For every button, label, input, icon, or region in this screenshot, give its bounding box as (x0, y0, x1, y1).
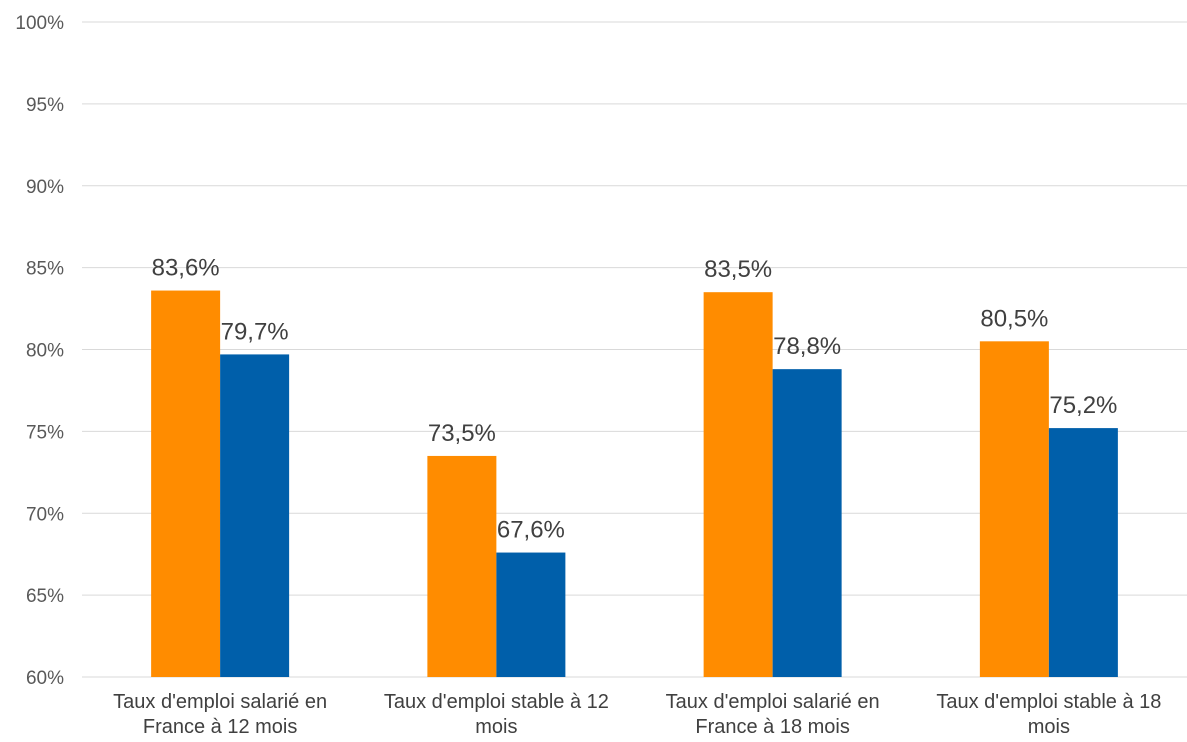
bar (151, 290, 221, 677)
data-label: 73,5% (428, 420, 496, 447)
bars (151, 290, 1118, 677)
data-label: 79,7% (221, 318, 289, 345)
bar (220, 354, 290, 677)
x-category-label: Taux d'emploi salarié en (666, 691, 880, 713)
data-label: 80,5% (980, 305, 1048, 332)
data-label: 78,8% (773, 333, 841, 360)
data-label: 83,5% (704, 256, 772, 283)
y-tick-label: 80% (26, 341, 64, 362)
bar (703, 292, 773, 677)
x-category-label: France à 12 mois (143, 716, 298, 738)
data-label: 67,6% (497, 517, 565, 544)
y-tick-label: 65% (26, 586, 64, 607)
y-tick-label: 85% (26, 259, 64, 280)
bar (427, 455, 497, 677)
y-tick-label: 95% (26, 95, 64, 116)
y-tick-label: 90% (26, 177, 64, 198)
x-category-label: Taux d'emploi stable à 12 (384, 691, 609, 713)
y-tick-label: 70% (26, 504, 64, 525)
y-tick-label: 60% (26, 668, 64, 689)
y-tick-label: 75% (26, 422, 64, 443)
bar (772, 369, 842, 677)
bar (1048, 428, 1118, 677)
x-category-label: Taux d'emploi salarié en (113, 691, 327, 713)
x-category-label: mois (475, 716, 517, 738)
bar (979, 341, 1049, 677)
bar (496, 552, 566, 677)
x-category-label: France à 18 mois (695, 716, 850, 738)
data-labels: 83,6% 79,7% 73,5% 67,6% 83,5% 78,8% 80,5% 75,2% (152, 255, 1118, 544)
data-label: 75,2% (1049, 392, 1117, 419)
x-category-label: mois (1028, 716, 1070, 738)
y-tick-label: 100% (15, 13, 64, 34)
data-label: 83,6% (152, 255, 220, 282)
x-category-label: Taux d'emploi stable à 18 (936, 691, 1161, 713)
y-axis-tick-labels: 60% 65% 70% 75% 80% 85% 90% 95% 100% (15, 13, 64, 689)
x-axis-category-labels: Taux d'emploi salarié en France à 12 mois… (113, 691, 1161, 738)
